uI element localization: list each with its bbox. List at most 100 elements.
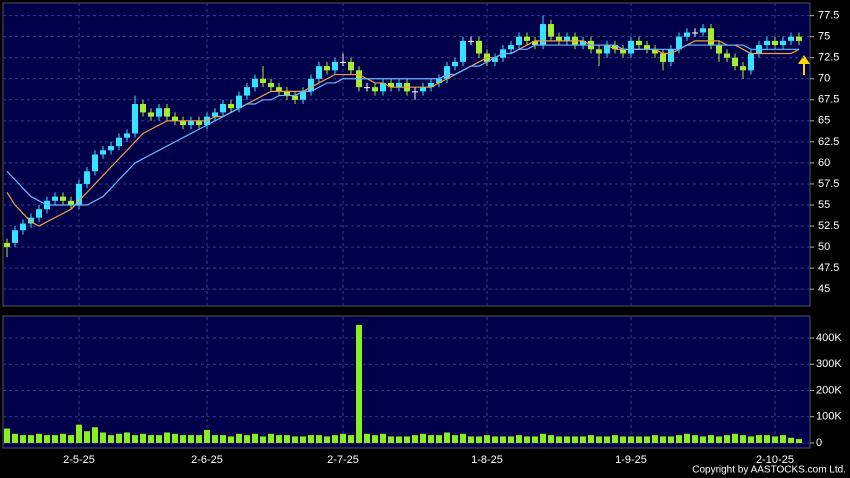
candle-body [444, 66, 450, 79]
volume-bar [780, 435, 786, 443]
volume-bar [124, 432, 130, 443]
volume-bar [444, 432, 450, 443]
volume-bar [636, 436, 642, 443]
volume-bar [660, 436, 666, 443]
volume-bar [244, 435, 250, 443]
candle-body [772, 40, 778, 46]
volume-bar [508, 436, 514, 443]
candle-body [236, 95, 242, 109]
volume-bar [324, 436, 330, 443]
volume-bar [276, 435, 282, 443]
volume-bar [452, 435, 458, 443]
volume-bar [684, 433, 690, 443]
candle-body [564, 36, 570, 41]
candle-body [316, 66, 322, 79]
candle-body [764, 40, 770, 46]
candle-body [644, 45, 650, 50]
candle-body [388, 82, 394, 88]
candle-body [244, 87, 250, 96]
candle-body [604, 45, 610, 54]
candle-body [124, 133, 130, 138]
candle-body [324, 66, 330, 71]
volume-bar [148, 435, 154, 443]
candle-body [220, 104, 226, 113]
candle-body [796, 36, 802, 41]
y-tick-label: 45 [818, 283, 830, 295]
candle-body [36, 209, 42, 218]
candle-body [116, 137, 122, 147]
volume-bar [548, 435, 554, 443]
volume-bar [340, 433, 346, 443]
volume-bar [84, 431, 90, 443]
candle-body [732, 57, 738, 67]
volume-bar [460, 433, 466, 443]
x-tick-label: 2-6-25 [191, 454, 223, 466]
candle-body [492, 57, 498, 62]
volume-bar [612, 435, 618, 443]
volume-bar [492, 436, 498, 443]
volume-bar [572, 436, 578, 443]
candle-body [668, 49, 674, 62]
y-tick-label: 57.5 [818, 178, 839, 190]
volume-bar [164, 432, 170, 443]
candle-body [788, 36, 794, 41]
y-tick-label: 400K [816, 332, 842, 344]
volume-bar [52, 435, 58, 443]
volume-bar [284, 435, 290, 443]
candle-body [412, 91, 418, 93]
y-tick-label: 77.5 [818, 10, 839, 22]
volume-bar [204, 429, 210, 443]
candle-body [68, 200, 74, 205]
candle-body [348, 61, 354, 71]
candle-body [284, 91, 290, 96]
candle-body [332, 61, 338, 71]
volume-bar [108, 435, 114, 443]
candle-body [380, 82, 386, 92]
candle-body [188, 120, 194, 126]
volume-bar [92, 427, 98, 443]
volume-bar [388, 436, 394, 443]
candle-body [548, 24, 554, 37]
x-tick-label: 1-8-25 [471, 454, 503, 466]
candle-body [172, 116, 178, 121]
volume-bar [196, 435, 202, 443]
volume-bar [364, 433, 370, 443]
candle-body [580, 40, 586, 46]
volume-bar [260, 436, 266, 443]
candle-body [428, 82, 434, 88]
volume-bar [228, 436, 234, 443]
volume-bar [316, 435, 322, 443]
moving-average-line [6, 44, 799, 206]
candle-body [748, 53, 754, 71]
candle-body [780, 40, 786, 46]
volume-bar [300, 436, 306, 443]
y-tick-label: 62.5 [818, 136, 839, 148]
arrow-icon [798, 55, 810, 75]
candle-body [52, 196, 58, 201]
volume-bar [556, 436, 562, 443]
volume-bar [692, 435, 698, 443]
candle-body [628, 40, 634, 54]
volume-bar [396, 436, 402, 443]
volume-bar [772, 436, 778, 443]
volume-bar [332, 435, 338, 443]
candle-body [740, 66, 746, 71]
candle-body [76, 183, 82, 205]
candle-body [260, 78, 266, 83]
volume-bar [588, 435, 594, 443]
y-tick-label: 300K [816, 358, 842, 370]
candle-body [724, 53, 730, 58]
candle-body [148, 112, 154, 117]
candle-body [436, 78, 442, 83]
candle-body [12, 230, 18, 243]
volume-bar [180, 435, 186, 443]
volume-bar [404, 436, 410, 443]
candle-body [140, 104, 146, 113]
candle-body [228, 104, 234, 109]
candle-body [532, 40, 538, 46]
candle-body [524, 36, 530, 41]
candle-body [100, 150, 106, 155]
candle-body [708, 28, 714, 46]
candle-body [676, 36, 682, 50]
volume-bar [172, 433, 178, 443]
